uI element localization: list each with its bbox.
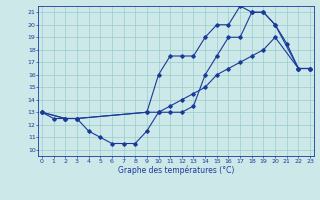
X-axis label: Graphe des températures (°C): Graphe des températures (°C)	[118, 165, 234, 175]
